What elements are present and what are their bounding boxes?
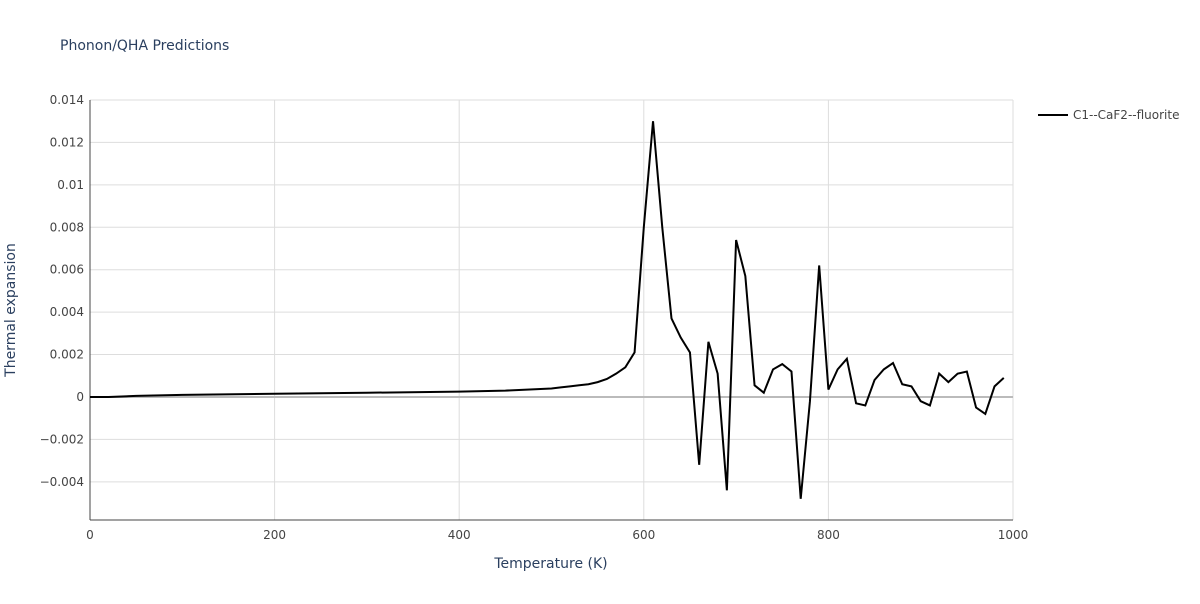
x-tick-label: 600 [632, 528, 655, 542]
series-line [90, 121, 1005, 499]
y-tick-label: 0.006 [50, 263, 84, 277]
x-tick-label: 200 [263, 528, 286, 542]
y-tick-label: 0.014 [50, 93, 84, 107]
y-tick-label: 0 [76, 390, 84, 404]
chart-title: Phonon/QHA Predictions [60, 38, 229, 54]
y-tick-label: 0.008 [50, 220, 84, 234]
x-tick-label: 1000 [998, 528, 1029, 542]
y-tick-label: −0.002 [40, 432, 84, 446]
y-tick-label: −0.004 [40, 475, 84, 489]
legend-label: C1--CaF2--fluorite [1073, 108, 1179, 122]
x-tick-label: 800 [817, 528, 840, 542]
y-tick-label: 0.004 [50, 305, 84, 319]
x-tick-label: 400 [448, 528, 471, 542]
y-tick-label: 0.002 [50, 348, 84, 362]
y-tick-label: 0.01 [57, 178, 84, 192]
y-axis-title: Thermal expansion [3, 243, 19, 378]
y-tick-label: 0.012 [50, 135, 84, 149]
x-axis-title: Temperature (K) [493, 556, 607, 572]
x-tick-label: 0 [86, 528, 94, 542]
